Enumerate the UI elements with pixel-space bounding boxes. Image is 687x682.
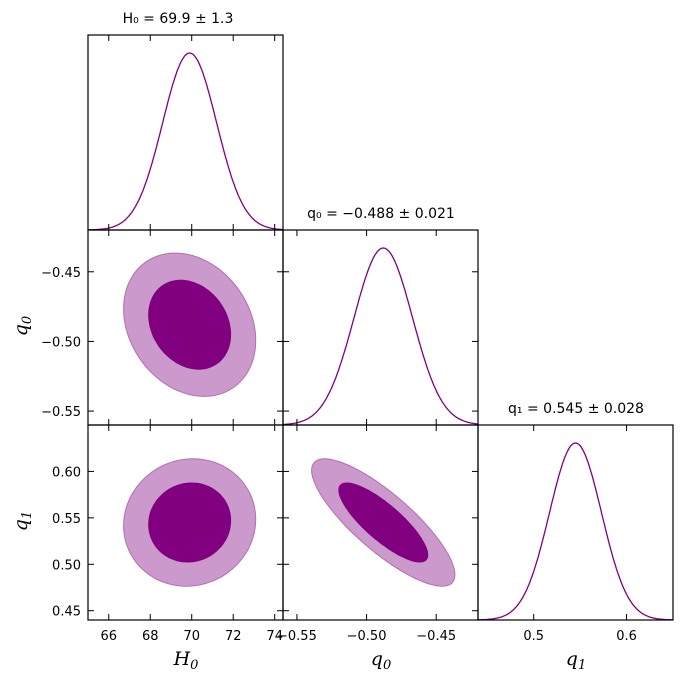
xlabel-h0: H0	[173, 648, 199, 673]
x-tick-label-H0: 70	[183, 629, 200, 644]
contour-68-q0-q1	[338, 482, 429, 563]
xlabel-q0: q0	[371, 648, 391, 673]
title-q1: q₁ = 0.545 ± 0.028	[508, 401, 644, 417]
y-tick-label-q1: 0.50	[52, 558, 81, 573]
x-tick-label-q0: −0.55	[277, 629, 317, 644]
ylabel-q0: q0	[10, 316, 35, 336]
panel-frame-2-2	[477, 424, 674, 621]
pdf-curve-q1	[478, 442, 673, 621]
y-tick-label-q0: −0.55	[41, 405, 81, 420]
x-tick-label-q1: 0.6	[616, 629, 637, 644]
y-tick-label-q0: −0.45	[41, 266, 81, 281]
contour-68-H0-q0	[148, 279, 232, 370]
x-tick-label-q0: −0.50	[347, 629, 387, 644]
panel-frame-1-1	[282, 229, 479, 426]
ylabel-q1: q1	[10, 511, 35, 531]
pdf-curve-q0	[282, 247, 479, 426]
title-q0: q₀ = −0.488 ± 0.021	[307, 206, 455, 222]
x-tick-label-q0: −0.45	[416, 629, 456, 644]
title-h0: H₀ = 69.9 ± 1.3	[123, 11, 234, 27]
y-tick-label-q0: −0.50	[41, 335, 81, 350]
contour-68-H0-q1	[148, 482, 232, 563]
x-tick-label-q1: 0.5	[523, 629, 544, 644]
x-tick-label-H0: 68	[142, 629, 159, 644]
xlabel-q1: q1	[566, 648, 586, 673]
x-tick-label-H0: 66	[100, 629, 117, 644]
panel-frame-0-0	[87, 34, 284, 231]
y-tick-label-q1: 0.60	[52, 465, 81, 480]
y-tick-label-q1: 0.45	[52, 605, 81, 620]
x-tick-label-H0: 74	[266, 629, 283, 644]
pdf-curve-H0	[87, 52, 284, 231]
x-tick-label-H0: 72	[225, 629, 242, 644]
y-tick-label-q1: 0.55	[52, 512, 81, 527]
